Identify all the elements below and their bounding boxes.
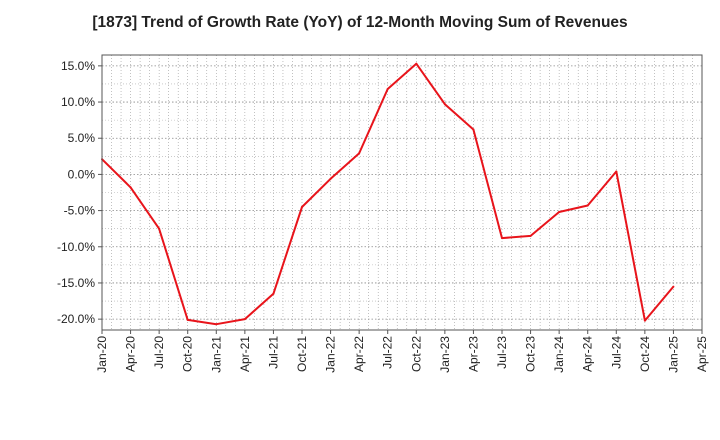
data-point: [415, 62, 418, 65]
data-point: [272, 292, 275, 295]
plot-area: [101, 54, 703, 331]
x-tick-label: Oct-23: [524, 336, 538, 372]
x-axis: Jan-20 Apr-20 Jul-20 Oct-20 Jan-21 Apr-21 Jul-…: [95, 330, 709, 373]
data-point: [301, 206, 303, 208]
x-tick-label: Jan-22: [324, 336, 338, 373]
x-tick-label: Jan-25: [666, 336, 680, 373]
data-point: [501, 237, 503, 240]
x-tick-label: Apr-22: [352, 336, 366, 372]
data-point: [329, 177, 332, 180]
x-tick-label: Apr-20: [124, 336, 138, 372]
y-axis: 15.0% 10.0% 5.0% 0.0% -5.0% -10.0% -15.0% -20.0…: [57, 59, 102, 326]
data-point: [643, 319, 646, 322]
y-tick-label: -20.0%: [57, 312, 95, 326]
y-tick-label: 15.0%: [61, 59, 95, 73]
data-point: [443, 103, 446, 106]
y-tick-label: 0.0%: [68, 167, 96, 181]
data-point: [129, 186, 132, 189]
x-tick-label: Jul-21: [266, 336, 280, 369]
data-point: [586, 204, 589, 207]
x-tick-label: Oct-24: [638, 336, 652, 372]
data-point: [215, 323, 218, 326]
x-tick-label: Jul-20: [152, 336, 166, 369]
data-point: [672, 285, 675, 288]
x-tick-label: Jan-24: [552, 336, 566, 373]
data-point: [558, 211, 561, 213]
x-tick-label: Jan-20: [95, 336, 109, 373]
x-tick-label: Jan-23: [438, 336, 452, 373]
x-tick-label: Apr-21: [238, 336, 252, 372]
x-tick-label: Oct-20: [181, 336, 195, 372]
chart-title: [1873] Trend of Growth Rate (YoY) of 12-…: [92, 14, 628, 31]
x-tick-label: Jul-23: [495, 336, 509, 369]
data-point: [186, 318, 189, 321]
x-tick-label: Oct-21: [295, 336, 309, 372]
series: [101, 62, 675, 326]
x-tick-label: Jul-24: [609, 336, 623, 369]
data-point: [615, 170, 618, 173]
data-point: [158, 227, 161, 230]
data-point: [386, 88, 389, 90]
y-tick-label: 5.0%: [68, 131, 96, 145]
x-tick-label: Apr-25: [695, 336, 709, 372]
x-tick-label: Jul-22: [381, 336, 395, 369]
data-point: [243, 318, 246, 321]
x-tick-label: Oct-22: [409, 336, 423, 372]
data-point: [529, 234, 532, 237]
y-tick-label: -5.0%: [64, 204, 96, 218]
x-tick-label: Apr-23: [466, 336, 480, 372]
grid: [101, 55, 703, 330]
y-tick-label: -15.0%: [57, 276, 95, 290]
y-tick-label: 10.0%: [61, 95, 95, 109]
x-tick-label: Jan-21: [209, 336, 223, 373]
y-tick-label: -10.0%: [57, 240, 95, 254]
x-tick-label: Apr-24: [581, 336, 595, 372]
data-point: [472, 128, 475, 131]
data-point: [358, 152, 361, 155]
